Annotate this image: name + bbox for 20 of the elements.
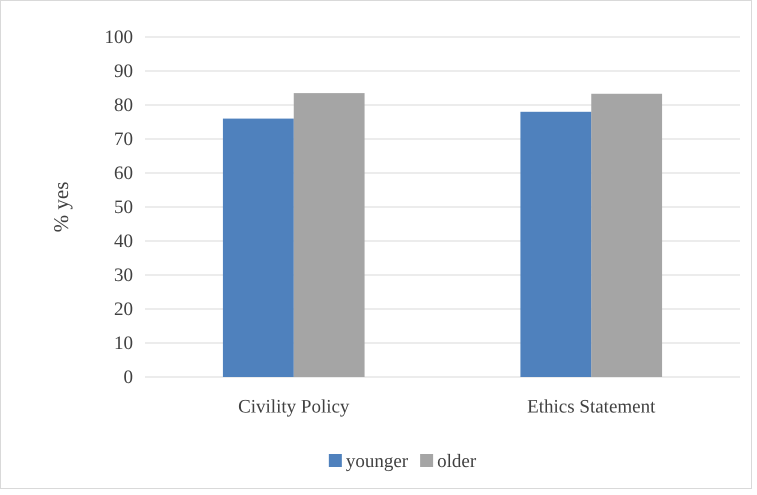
y-tick-label: 0 <box>124 367 133 388</box>
y-tick-label: 10 <box>114 333 133 354</box>
y-tick-label: 40 <box>114 231 133 252</box>
legend-label: older <box>437 451 477 472</box>
bar <box>591 94 662 377</box>
y-tick-label: 90 <box>114 61 133 82</box>
y-axis-title: % yes <box>49 182 73 232</box>
bar <box>294 93 365 377</box>
bar <box>520 112 592 377</box>
x-tick-label: Civility Policy <box>238 396 350 418</box>
y-tick-label: 20 <box>114 299 133 320</box>
y-tick-label: 100 <box>104 27 133 48</box>
y-tick-label: 60 <box>114 163 133 184</box>
y-tick-label: 70 <box>114 129 133 150</box>
y-tick-label: 50 <box>114 197 133 218</box>
y-tick-label: 30 <box>114 265 133 286</box>
y-tick-label: 80 <box>114 95 133 116</box>
legend-label: younger <box>346 451 409 472</box>
x-tick-label: Ethics Statement <box>527 396 656 418</box>
bar <box>222 118 294 377</box>
